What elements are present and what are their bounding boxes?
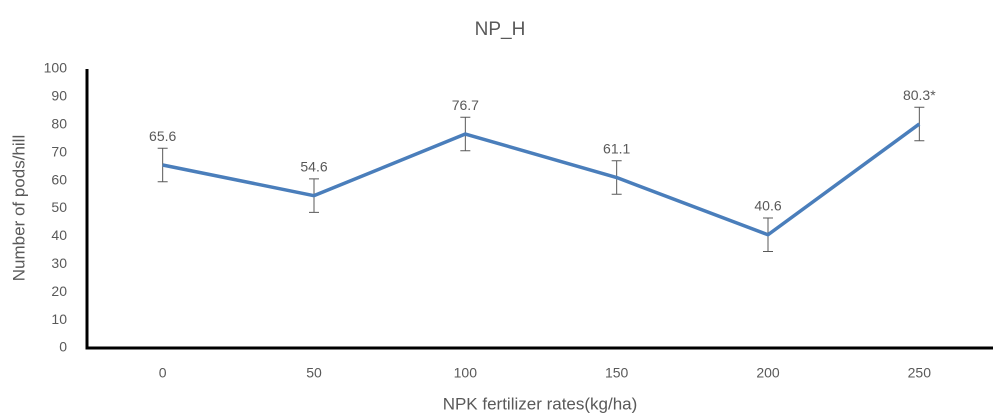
y-tick-label: 10 xyxy=(51,311,67,327)
x-tick-label: 250 xyxy=(908,365,932,381)
y-tick-label: 80 xyxy=(51,116,67,132)
data-label: 40.6 xyxy=(754,198,781,214)
y-tick-label: 30 xyxy=(51,255,67,271)
y-tick-label: 40 xyxy=(51,227,67,243)
x-tick-label: 50 xyxy=(306,365,322,381)
y-tick-label: 0 xyxy=(59,339,67,355)
data-label: 65.6 xyxy=(149,128,176,144)
y-tick-label: 20 xyxy=(51,283,67,299)
x-axis-title: NPK fertilizer rates(kg/ha) xyxy=(443,394,638,413)
y-tick-label: 50 xyxy=(51,199,67,215)
x-tick-label: 0 xyxy=(159,365,167,381)
data-label: 76.7 xyxy=(452,97,479,113)
y-tick-label: 60 xyxy=(51,171,67,187)
data-label: 80.3* xyxy=(903,87,936,103)
y-axis-title: Number of pods/hill xyxy=(9,135,28,281)
x-tick-label: 100 xyxy=(454,365,478,381)
data-line xyxy=(162,122,921,237)
chart-title: NP_H xyxy=(475,19,526,40)
x-tick-label: 200 xyxy=(756,365,780,381)
data-label: 61.1 xyxy=(603,140,630,156)
data-label: 54.6 xyxy=(300,159,327,175)
y-tick-label: 70 xyxy=(51,143,67,159)
y-tick-label: 90 xyxy=(51,88,67,104)
x-tick-label: 150 xyxy=(605,365,629,381)
y-tick-label: 100 xyxy=(44,60,68,76)
